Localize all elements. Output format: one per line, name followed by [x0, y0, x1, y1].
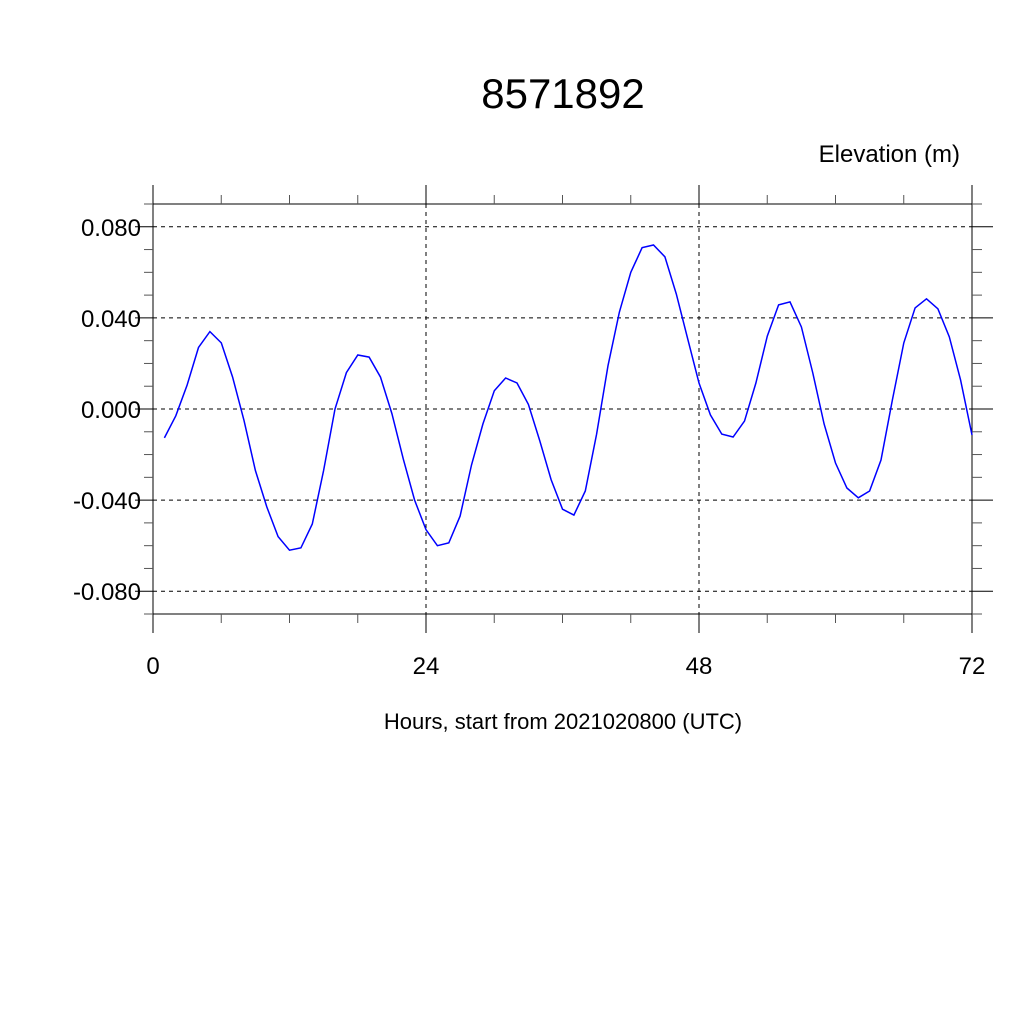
x-tick-label: 72	[959, 653, 986, 680]
x-tick-label: 48	[686, 653, 713, 680]
y-tick-label: 0.000	[81, 397, 141, 424]
chart-title: 8571892	[481, 70, 645, 117]
elevation-line	[163, 244, 973, 552]
y-tick-label: 0.080	[81, 215, 141, 242]
axes	[135, 185, 993, 633]
y-tick-label: 0.040	[81, 306, 141, 333]
x-tick-label: 24	[413, 653, 440, 680]
chart-subtitle: Elevation (m)	[819, 141, 960, 168]
grid	[153, 204, 972, 614]
x-tick-label: 0	[146, 653, 159, 680]
series	[163, 244, 973, 552]
x-axis-label: Hours, start from 2021020800 (UTC)	[384, 709, 742, 734]
y-tick-label: -0.040	[73, 488, 141, 515]
tick-labels: 0 24 48 72 0.080 0.040 0.000 -0.040 -0.080	[73, 215, 985, 680]
y-tick-label: -0.080	[73, 579, 141, 606]
